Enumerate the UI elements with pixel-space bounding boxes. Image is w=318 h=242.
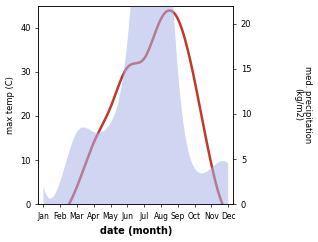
Y-axis label: max temp (C): max temp (C) bbox=[5, 76, 15, 134]
X-axis label: date (month): date (month) bbox=[100, 227, 172, 236]
Y-axis label: med. precipitation
(kg/m2): med. precipitation (kg/m2) bbox=[293, 66, 313, 144]
